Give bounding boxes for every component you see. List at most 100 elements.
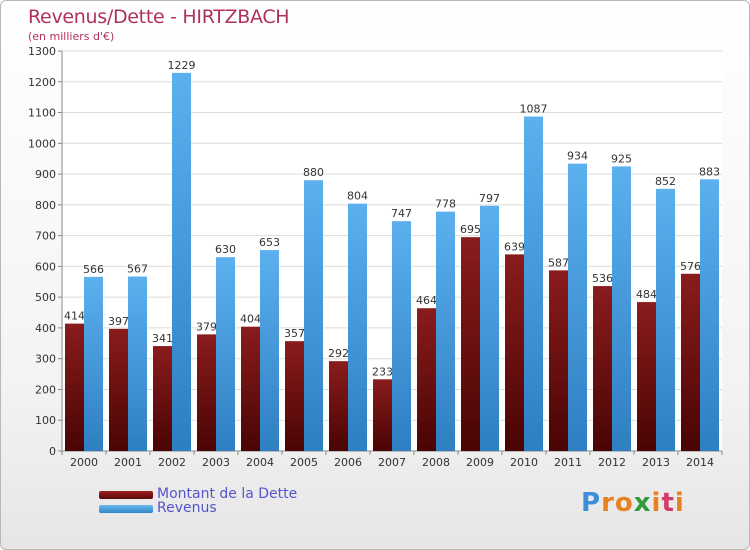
y-tick-label: 500 xyxy=(35,291,56,304)
x-tick-label: 2002 xyxy=(158,456,186,469)
y-tick-label: 200 xyxy=(35,383,56,396)
data-label-revenus: 880 xyxy=(303,166,324,179)
data-label-revenus: 1087 xyxy=(520,103,548,116)
data-label-revenus: 934 xyxy=(567,150,588,163)
data-label-revenus: 630 xyxy=(215,243,236,256)
data-label-revenus: 852 xyxy=(655,175,676,188)
legend-label-revenus: Revenus xyxy=(157,500,217,516)
bar-dette xyxy=(637,302,656,451)
x-tick-label: 2013 xyxy=(642,456,670,469)
proxiti-logo: Proxiti xyxy=(581,488,685,518)
data-label-dette: 414 xyxy=(64,310,85,323)
y-tick-label: 1200 xyxy=(28,76,56,89)
data-label-revenus: 778 xyxy=(435,198,456,211)
x-tick-label: 2000 xyxy=(70,456,98,469)
bar-dette xyxy=(593,286,612,451)
bar-revenus xyxy=(348,203,367,451)
data-label-dette: 397 xyxy=(108,315,129,328)
bar-revenus xyxy=(84,276,103,451)
data-label-dette: 639 xyxy=(504,240,525,253)
data-label-revenus: 1229 xyxy=(168,59,196,72)
bar-dette xyxy=(197,334,216,451)
data-label-revenus: 925 xyxy=(611,152,632,165)
bar-revenus xyxy=(700,179,719,452)
data-label-revenus: 883 xyxy=(699,165,720,178)
data-label-revenus: 653 xyxy=(259,236,280,249)
data-label-dette: 357 xyxy=(284,327,305,340)
y-tick-label: 100 xyxy=(35,414,56,427)
data-label-dette: 292 xyxy=(328,347,349,360)
y-tick-label: 600 xyxy=(35,260,56,273)
legend-item-dette: Montant de la Dette xyxy=(99,486,419,503)
bar-revenus xyxy=(524,116,543,452)
x-tick-label: 2004 xyxy=(246,456,274,469)
x-tick-label: 2012 xyxy=(598,456,626,469)
y-tick-label: 800 xyxy=(35,199,56,212)
logo-letter: r xyxy=(601,488,615,518)
data-label-revenus: 567 xyxy=(127,263,148,276)
data-label-dette: 379 xyxy=(196,320,217,333)
logo-letter: i xyxy=(674,488,685,518)
bar-dette xyxy=(109,328,128,451)
chart-subtitle: (en milliers d'€) xyxy=(28,30,115,43)
bar-revenus xyxy=(436,211,455,451)
bar-dette xyxy=(681,273,700,451)
legend-swatch-revenus xyxy=(99,505,153,513)
bar-dette xyxy=(373,379,392,451)
bar-revenus xyxy=(656,188,675,451)
x-tick-label: 2006 xyxy=(334,456,362,469)
bar-revenus xyxy=(392,221,411,451)
logo-letter: o xyxy=(614,488,634,518)
data-label-dette: 695 xyxy=(460,223,481,236)
data-label-dette: 484 xyxy=(636,288,657,301)
data-label-revenus: 797 xyxy=(479,192,500,205)
bar-dette xyxy=(505,254,524,451)
legend-item-revenus: Revenus xyxy=(99,500,419,517)
data-label-dette: 536 xyxy=(592,272,613,285)
bar-revenus xyxy=(260,250,279,451)
y-tick-label: 1100 xyxy=(28,107,56,120)
y-tick-label: 300 xyxy=(35,353,56,366)
y-tick-label: 700 xyxy=(35,230,56,243)
data-label-dette: 233 xyxy=(372,365,393,378)
y-tick-label: 400 xyxy=(35,322,56,335)
x-tick-label: 2009 xyxy=(466,456,494,469)
bar-revenus xyxy=(172,72,191,451)
x-tick-label: 2014 xyxy=(686,456,714,469)
bar-revenus xyxy=(480,205,499,451)
data-label-revenus: 747 xyxy=(391,207,412,220)
x-tick-label: 2010 xyxy=(510,456,538,469)
bar-dette xyxy=(461,237,480,451)
legend-label-dette: Montant de la Dette xyxy=(157,486,298,502)
x-tick-label: 2008 xyxy=(422,456,450,469)
bar-revenus xyxy=(128,276,147,451)
data-label-revenus: 804 xyxy=(347,190,368,203)
logo-letter: P xyxy=(581,488,602,518)
logo-letter: t xyxy=(661,488,675,518)
x-tick-label: 2005 xyxy=(290,456,318,469)
bar-revenus xyxy=(568,163,587,451)
data-label-dette: 464 xyxy=(416,294,437,307)
bar-dette xyxy=(549,270,568,451)
legend-swatch-dette xyxy=(99,491,153,499)
logo-letter: i xyxy=(651,488,662,518)
bar-revenus xyxy=(612,166,631,451)
bar-dette xyxy=(241,326,260,451)
data-label-dette: 587 xyxy=(548,256,569,269)
bar-dette xyxy=(285,341,304,451)
logo-letter: x xyxy=(633,488,652,518)
y-tick-label: 1300 xyxy=(28,45,56,58)
data-label-dette: 404 xyxy=(240,313,261,326)
x-tick-label: 2003 xyxy=(202,456,230,469)
bar-dette xyxy=(153,346,172,451)
x-tick-label: 2011 xyxy=(554,456,582,469)
bar-dette xyxy=(65,323,84,451)
bar-revenus xyxy=(304,180,323,451)
y-tick-label: 900 xyxy=(35,168,56,181)
x-tick-label: 2001 xyxy=(114,456,142,469)
y-tick-label: 1000 xyxy=(28,137,56,150)
chart-title: Revenus/Dette - HIRTZBACH xyxy=(28,6,290,28)
data-label-dette: 341 xyxy=(152,332,173,345)
